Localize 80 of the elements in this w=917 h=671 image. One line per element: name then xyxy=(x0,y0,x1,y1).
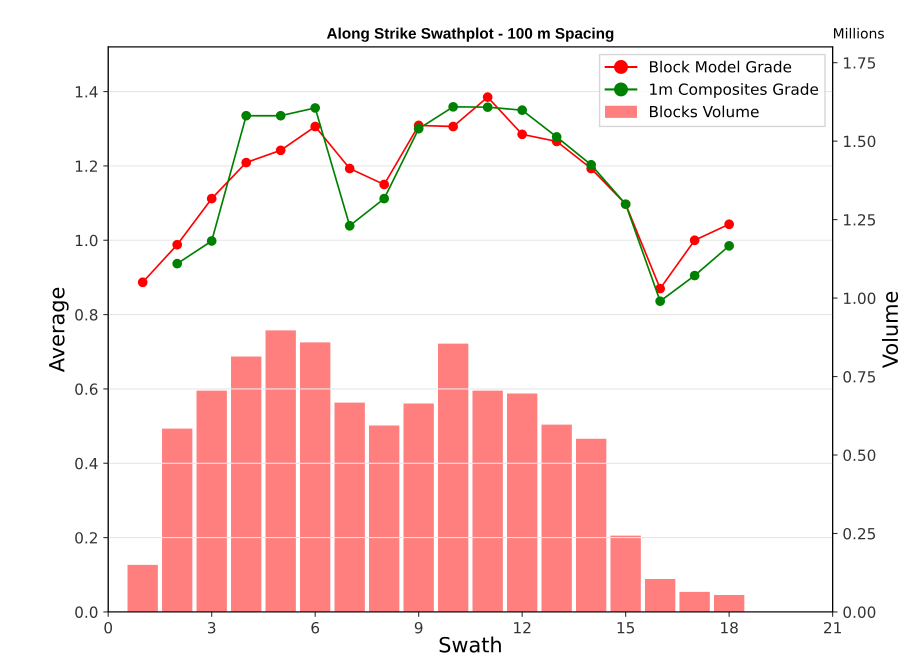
y2-tick-label: 0.25 xyxy=(843,528,876,540)
y2-tick-label: 1.25 xyxy=(844,214,876,226)
point xyxy=(344,164,355,174)
point xyxy=(379,194,390,204)
bar xyxy=(541,424,572,612)
point xyxy=(448,122,458,132)
point xyxy=(138,277,148,288)
point xyxy=(724,240,734,251)
x-tick-label: 21 xyxy=(824,622,841,634)
y-tick-label: 1.4 xyxy=(76,86,98,98)
bar xyxy=(679,592,710,612)
point xyxy=(241,110,252,121)
chart-title: Along Strike Swathplot - 100 m Spacing xyxy=(326,28,614,42)
point xyxy=(517,105,528,116)
point xyxy=(655,296,666,306)
point xyxy=(724,219,734,230)
bar xyxy=(506,393,538,612)
y-axis-title: Average xyxy=(49,288,69,372)
y-tick-label: 0.0 xyxy=(75,606,98,618)
point xyxy=(206,194,217,204)
x-tick-label: 3 xyxy=(208,622,216,634)
y2-axis-title: Volume xyxy=(882,292,898,368)
point xyxy=(482,92,493,102)
point xyxy=(379,180,390,190)
point xyxy=(172,240,182,250)
x-tick-label: 0 xyxy=(104,622,112,634)
point xyxy=(310,122,320,132)
point xyxy=(448,102,458,112)
point xyxy=(655,284,666,294)
bar xyxy=(369,426,400,612)
point xyxy=(276,110,286,121)
bar xyxy=(196,390,227,612)
point xyxy=(586,160,596,170)
text: Millions xyxy=(834,28,884,39)
bar xyxy=(266,330,296,612)
point xyxy=(690,270,700,280)
bar xyxy=(334,402,365,612)
point xyxy=(310,103,320,113)
y-tick-label: 0.6 xyxy=(75,383,98,395)
y2-tick-label: 0.50 xyxy=(843,449,876,462)
y2-tick-label: 1.50 xyxy=(844,136,876,148)
point xyxy=(690,235,700,246)
y-tick-label: 1.2 xyxy=(76,160,97,172)
y-tick-label: 0.8 xyxy=(75,309,98,321)
bar xyxy=(300,342,330,612)
point xyxy=(206,236,217,246)
point xyxy=(241,158,252,168)
bar xyxy=(403,404,434,612)
y2-tick-label: 1.00 xyxy=(844,292,876,304)
x-tick-label: 6 xyxy=(311,622,320,634)
point xyxy=(172,258,182,269)
legend-label: Block Model Grade xyxy=(650,60,792,73)
point xyxy=(552,132,562,142)
point xyxy=(276,145,286,156)
y-tick-label: 0.4 xyxy=(75,458,98,470)
x-tick-label: 15 xyxy=(618,622,634,634)
bar xyxy=(438,344,468,612)
bar xyxy=(610,536,641,612)
x-tick-label: 9 xyxy=(414,622,422,634)
bar xyxy=(162,428,192,612)
legend-label: Blocks Volume xyxy=(650,106,759,118)
y-tick-label: 0.2 xyxy=(75,532,97,544)
bar xyxy=(644,578,676,612)
y2-tick-label: 0.00 xyxy=(843,606,876,618)
y2-tick-label: 0.75 xyxy=(843,371,876,383)
bar xyxy=(472,390,503,612)
x-tick-label: 12 xyxy=(514,622,530,634)
point xyxy=(517,129,528,140)
point xyxy=(414,124,424,134)
bar xyxy=(714,595,744,612)
bar xyxy=(128,564,158,612)
y2-tick-label: 1.75 xyxy=(844,57,876,69)
x-tick-label: 18 xyxy=(721,622,738,634)
legend-label: 1m Composites Grade xyxy=(650,83,818,98)
x-axis-title: Swath xyxy=(440,636,501,653)
point xyxy=(482,102,493,112)
bar xyxy=(576,438,606,612)
point xyxy=(344,220,355,231)
bar xyxy=(231,356,262,612)
y-tick-label: 1.0 xyxy=(76,234,98,246)
